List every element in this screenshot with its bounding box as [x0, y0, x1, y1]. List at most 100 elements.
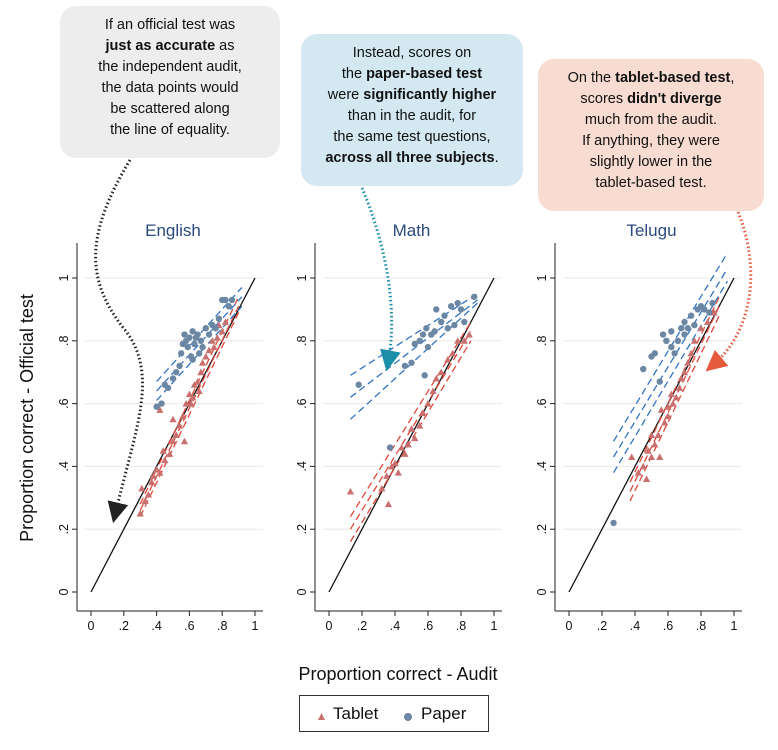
- x-tick-label: .6: [423, 619, 433, 633]
- x-tick-label: .2: [357, 619, 367, 633]
- fit-line-paper-hi: [156, 286, 243, 383]
- fit-line-tablet-lo: [629, 312, 722, 502]
- point-paper: [709, 299, 716, 307]
- point-paper: [199, 343, 206, 351]
- point-paper: [461, 318, 468, 326]
- point-paper: [610, 519, 617, 527]
- point-paper: [222, 296, 229, 304]
- point-tablet: [156, 406, 164, 413]
- point-tablet: [429, 387, 437, 395]
- point-tablet: [444, 356, 452, 363]
- point-tablet: [647, 453, 656, 460]
- point-paper: [408, 359, 415, 366]
- point-tablet: [394, 469, 402, 476]
- point-tablet: [680, 368, 689, 376]
- fit-line-paper-center: [156, 296, 243, 392]
- point-paper: [663, 337, 670, 344]
- x-tick-label: .8: [217, 619, 227, 633]
- point-tablet: [198, 359, 207, 366]
- point-tablet: [398, 443, 406, 451]
- point-tablet: [651, 440, 659, 448]
- point-tablet: [669, 400, 677, 407]
- point-paper: [706, 309, 713, 316]
- fit-line-paper-lo: [612, 280, 728, 474]
- point-tablet: [391, 459, 399, 467]
- point-tablet: [677, 374, 685, 382]
- point-tablet: [185, 390, 193, 398]
- point-paper: [678, 325, 685, 332]
- point-paper: [701, 306, 708, 313]
- point-tablet: [189, 393, 197, 401]
- y-axis-label: Proportion correct - Official test: [17, 294, 37, 542]
- point-tablet: [675, 384, 684, 391]
- point-tablet: [672, 393, 680, 401]
- y-tick-label: 0: [295, 588, 309, 595]
- point-tablet: [710, 308, 718, 316]
- point-paper: [186, 334, 193, 341]
- point-tablet: [175, 421, 184, 429]
- y-tick-label: 0: [57, 588, 71, 595]
- x-tick-label: .2: [119, 619, 129, 633]
- point-paper: [212, 325, 219, 332]
- y-tick-label: .4: [57, 461, 71, 471]
- point-paper: [215, 315, 223, 323]
- point-paper: [228, 296, 236, 304]
- legend-label-tablet: Tablet: [333, 704, 379, 723]
- fit-line-paper-lo: [350, 302, 478, 420]
- x-tick-label: .8: [456, 619, 466, 633]
- point-paper: [691, 321, 698, 329]
- point-tablet: [684, 359, 692, 366]
- point-paper: [419, 331, 427, 338]
- annotation-arrow-telugu: [705, 211, 753, 372]
- point-tablet: [179, 412, 187, 420]
- x-tick-label: 1: [252, 619, 259, 633]
- point-tablet: [664, 403, 672, 410]
- point-tablet: [180, 437, 189, 445]
- point-tablet: [138, 484, 146, 492]
- point-paper: [225, 303, 232, 310]
- legend-marker-tablet: [318, 713, 325, 720]
- point-tablet: [197, 368, 205, 376]
- line-of-equality: [90, 277, 256, 593]
- point-tablet: [664, 412, 672, 420]
- x-tick-label: .4: [630, 619, 640, 633]
- fit-line-tablet-lo: [349, 340, 472, 543]
- point-tablet: [218, 327, 226, 335]
- point-paper: [671, 350, 678, 357]
- point-paper: [355, 381, 362, 388]
- panel-title: Math: [393, 221, 431, 240]
- legend-marker-paper: [404, 713, 412, 721]
- x-axis-label: Proportion correct - Audit: [298, 664, 497, 684]
- point-tablet: [141, 497, 149, 504]
- point-paper: [674, 337, 682, 344]
- fit-line-paper-center: [350, 299, 478, 398]
- point-paper: [196, 350, 203, 357]
- point-tablet: [690, 337, 698, 344]
- point-paper: [153, 403, 160, 410]
- point-paper: [651, 350, 658, 357]
- point-paper: [447, 303, 455, 310]
- legend-markers: [318, 713, 412, 721]
- x-tick-label: .8: [696, 619, 706, 633]
- point-paper: [181, 331, 188, 338]
- point-paper: [423, 325, 430, 332]
- point-paper: [438, 318, 445, 326]
- point-paper: [681, 331, 688, 338]
- point-paper: [202, 325, 209, 332]
- x-tick-label: .4: [151, 619, 161, 633]
- point-paper: [194, 331, 201, 338]
- x-tick-label: 0: [566, 619, 573, 633]
- panel-title: Telugu: [626, 221, 676, 240]
- point-paper: [457, 306, 465, 313]
- point-tablet: [654, 431, 662, 438]
- point-tablet: [449, 349, 457, 357]
- point-tablet: [384, 500, 392, 508]
- y-tick-label: 0: [535, 588, 549, 595]
- point-tablet: [661, 418, 669, 426]
- point-tablet: [656, 453, 664, 460]
- y-tick-label: 1: [535, 274, 549, 281]
- point-paper: [189, 328, 196, 335]
- point-paper: [668, 328, 675, 335]
- point-paper: [191, 340, 198, 348]
- point-paper: [189, 356, 196, 363]
